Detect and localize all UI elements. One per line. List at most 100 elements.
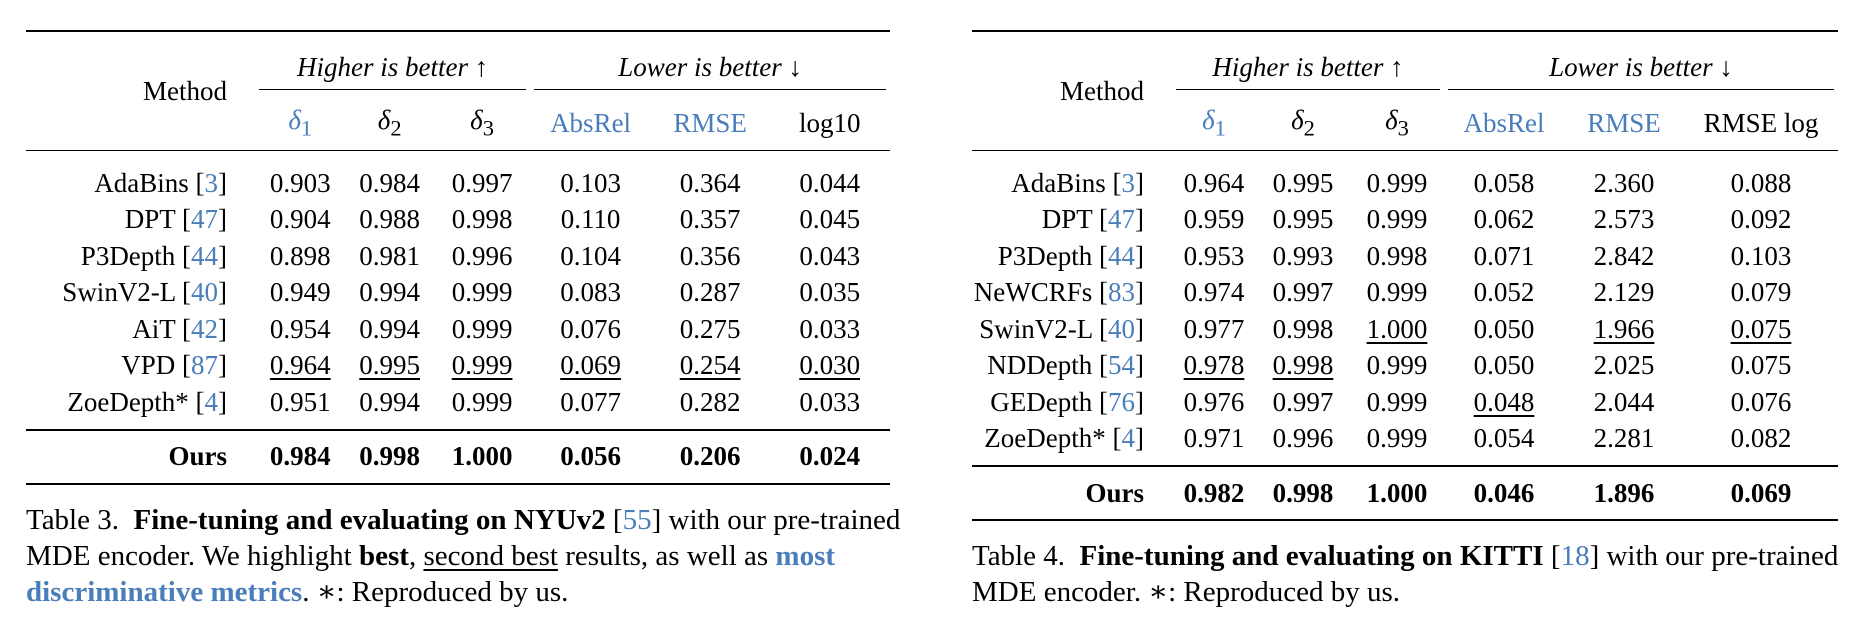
value-text: 0.999 xyxy=(451,386,513,417)
metric-value: 0.999 xyxy=(1350,421,1444,467)
caption-ref[interactable]: 18 xyxy=(1560,540,1590,572)
value-text: 0.974 xyxy=(1183,277,1245,308)
metric-value: 0.999 xyxy=(1350,150,1444,202)
value-text: 0.035 xyxy=(799,277,861,308)
value-text: 2.129 xyxy=(1593,277,1655,308)
metric-value: 1.896 xyxy=(1564,465,1684,521)
citation-link[interactable]: 44 xyxy=(191,240,219,271)
method-label: SwinV2-L [ xyxy=(979,313,1108,344)
metric-value: 0.103 xyxy=(530,150,651,202)
metric-value: 2.025 xyxy=(1564,348,1684,385)
table-row: ZoeDepth* [4] 0.951 0.994 0.999 0.077 0.282 0.… xyxy=(26,384,890,430)
value-text: 0.999 xyxy=(1366,277,1428,308)
table-row: SwinV2-L [40] 0.977 0.998 1.000 0.050 1.966 0.… xyxy=(972,311,1838,348)
metric-value: 0.357 xyxy=(651,202,770,239)
metric-value: 0.075 xyxy=(1684,348,1838,385)
citation-link[interactable]: 3 xyxy=(1121,167,1136,198)
metric-value: 0.984 xyxy=(345,150,434,202)
metric-value: 0.058 xyxy=(1444,150,1564,202)
value-text: 0.977 xyxy=(1183,313,1245,344)
metric-value: 0.077 xyxy=(530,384,651,430)
value-text: 1.000 xyxy=(1366,313,1428,344)
value-text: 0.996 xyxy=(1272,423,1334,454)
metric-value: 0.356 xyxy=(651,238,770,275)
value-text: 0.092 xyxy=(1730,204,1792,235)
method-label: VPD [ xyxy=(121,350,192,381)
citation-link[interactable]: 54 xyxy=(1108,350,1135,381)
value-text: 0.999 xyxy=(451,277,513,308)
caption-ref[interactable]: 55 xyxy=(622,504,652,536)
metric-value: 0.974 xyxy=(1172,275,1256,312)
citation-link[interactable]: 83 xyxy=(1108,277,1135,308)
method-name: NDDepth [54] xyxy=(987,350,1144,381)
citation-link[interactable]: 44 xyxy=(1108,240,1135,271)
metric-value: 0.254 xyxy=(651,348,770,385)
citation-link[interactable]: 76 xyxy=(1108,386,1135,417)
metric-value: 0.959 xyxy=(1172,202,1256,239)
citation-link[interactable]: 40 xyxy=(1108,313,1135,344)
citation-link[interactable]: 3 xyxy=(204,167,219,198)
metric-value: 0.082 xyxy=(1684,421,1838,467)
citation-link[interactable]: 4 xyxy=(204,386,219,417)
value-text: 0.048 xyxy=(1473,386,1535,417)
value-text: 0.254 xyxy=(679,350,741,381)
metric-value: 0.964 xyxy=(255,348,345,385)
value-text: 0.998 xyxy=(451,204,513,235)
metric-value: 0.984 xyxy=(255,428,346,485)
method-name: SwinV2-L [40] xyxy=(62,277,228,308)
value-text: 2.842 xyxy=(1593,240,1655,271)
value-text: 0.058 xyxy=(1473,167,1535,198)
metric-value: 0.050 xyxy=(1444,348,1564,385)
lower-better-header: Lower is better ↓ xyxy=(534,54,886,90)
value-text: 2.044 xyxy=(1593,386,1655,417)
method-label: DPT [ xyxy=(124,204,192,235)
value-text: 0.998 xyxy=(1272,350,1334,381)
metric-value: 0.995 xyxy=(345,348,433,385)
delta-subscript: 1 xyxy=(300,114,313,140)
table-row: DPT [47] 0.904 0.988 0.998 0.110 0.357 0.045 xyxy=(26,202,890,239)
method-name: DPT [47] xyxy=(124,204,228,235)
table-row: GEDepth [76] 0.976 0.997 0.999 0.048 2.044 0.0… xyxy=(972,384,1838,421)
metric-value: 0.044 xyxy=(769,150,890,202)
metric-value: 0.052 xyxy=(1444,275,1564,312)
metric-value: 0.206 xyxy=(650,428,770,485)
metric-value: 0.999 xyxy=(1350,384,1444,421)
metric-value: 0.287 xyxy=(651,275,770,312)
metric-value: 1.000 xyxy=(1350,311,1444,348)
citation-link[interactable]: 47 xyxy=(191,204,219,235)
delta-symbol: δ xyxy=(470,104,483,135)
caption-best: best xyxy=(359,540,409,572)
delta-symbol: δ xyxy=(377,104,391,135)
value-text: 0.995 xyxy=(1272,167,1334,198)
value-text: 0.033 xyxy=(799,386,861,417)
method-label: P3Depth [ xyxy=(80,240,192,271)
metric-header: RMSE log xyxy=(1703,107,1819,138)
value-text: 0.996 xyxy=(451,240,513,271)
metric-value: 0.994 xyxy=(345,311,433,348)
delta-symbol: δ xyxy=(1385,104,1398,135)
citation-link[interactable]: 87 xyxy=(191,350,219,381)
metric-value: 0.954 xyxy=(255,311,345,348)
metric-value: 0.999 xyxy=(1350,348,1444,385)
value-text: 0.971 xyxy=(1183,423,1245,454)
table-row: SwinV2-L [40] 0.949 0.994 0.999 0.083 0.287 0.… xyxy=(26,275,890,312)
citation-link[interactable]: 47 xyxy=(1108,204,1135,235)
delta-subscript: 2 xyxy=(390,114,402,140)
metric-value: 0.043 xyxy=(769,238,890,275)
table-3-grid: Method Higher is better ↑ Lower is bette… xyxy=(26,30,890,485)
metric-value: 0.999 xyxy=(434,275,530,312)
metric-value: 0.069 xyxy=(530,348,651,385)
value-text: 0.903 xyxy=(269,167,331,198)
table-row: VPD [87] 0.964 0.995 0.999 0.069 0.254 0.030 xyxy=(26,348,890,385)
citation-link[interactable]: 42 xyxy=(191,313,219,344)
metric-value: 0.998 xyxy=(1256,311,1350,348)
metric-value: 1.966 xyxy=(1564,311,1684,348)
metric-value: 1.000 xyxy=(433,428,531,485)
citation-link[interactable]: 4 xyxy=(1121,423,1136,454)
method-name: Ours xyxy=(26,428,256,485)
citation-link[interactable]: 40 xyxy=(191,277,219,308)
method-label: AdaBins [ xyxy=(1011,167,1122,198)
value-text: 0.993 xyxy=(1272,240,1334,271)
value-text: 0.964 xyxy=(1183,167,1245,198)
metric-value: 0.988 xyxy=(345,202,433,239)
